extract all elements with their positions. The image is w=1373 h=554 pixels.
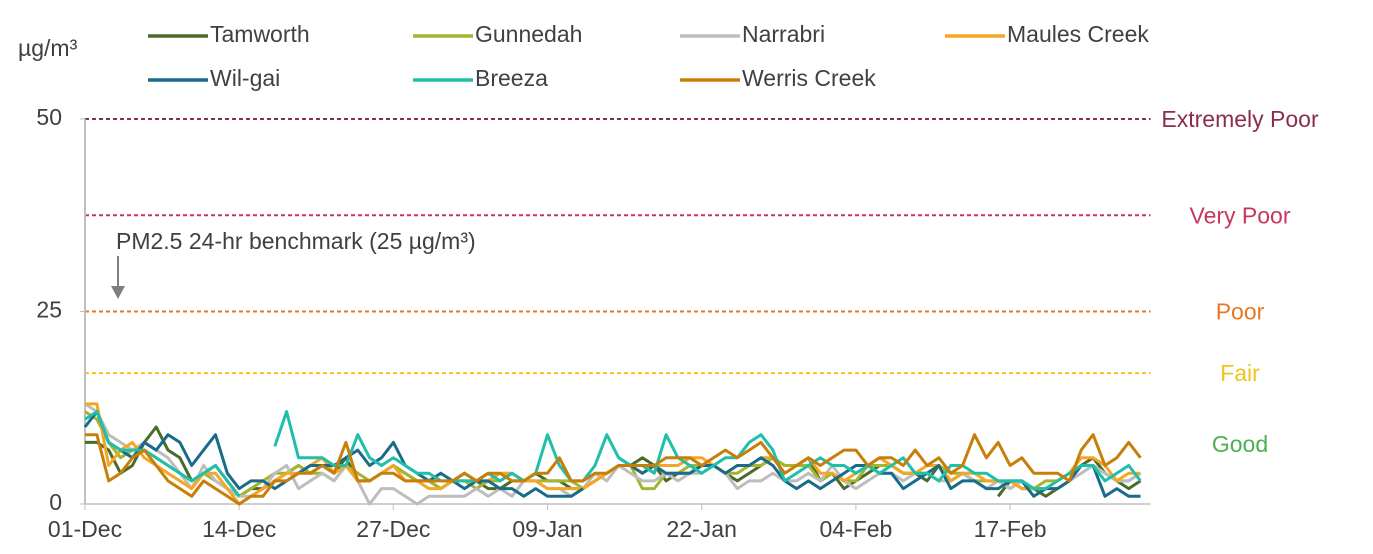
x-tick-label: 09-Jan [512, 516, 582, 542]
legend-label: Tamworth [210, 21, 310, 47]
x-tick-label: 22-Jan [667, 516, 737, 542]
threshold-label: Fair [1220, 360, 1260, 386]
series-line [84, 410, 1142, 498]
series-line [84, 402, 1142, 506]
series-line [84, 410, 1142, 498]
x-tick-label: 14-Dec [202, 516, 276, 542]
threshold-label: Poor [1216, 299, 1265, 325]
series-line [85, 433, 1142, 506]
legend-label: Gunnedah [475, 21, 582, 47]
threshold-label: Very Poor [1190, 202, 1291, 228]
y-axis-label: µg/m³ [18, 35, 78, 61]
threshold-label: Extremely Poor [1161, 106, 1319, 132]
y-tick-label: 50 [36, 104, 62, 130]
legend-label: Breeza [475, 65, 548, 91]
x-tick-label: 01-Dec [48, 516, 122, 542]
legend-label: Maules Creek [1007, 21, 1149, 47]
series-line [85, 402, 1141, 506]
y-tick-label: 25 [36, 297, 62, 323]
x-tick-label: 27-Dec [356, 516, 430, 542]
annotation: PM2.5 24-hr benchmark (25 µg/m³) [116, 228, 476, 254]
threshold-label: Good [1212, 431, 1268, 457]
x-tick-label: 04-Feb [819, 516, 892, 542]
legend-label: Narrabri [742, 21, 825, 47]
annotation-arrowhead [111, 286, 125, 299]
legend-label: Werris Creek [742, 65, 876, 91]
x-tick-label: 17-Feb [974, 516, 1047, 542]
y-tick-label: 0 [49, 489, 62, 515]
legend-label: Wil-gai [210, 65, 280, 91]
series-line [83, 410, 1141, 498]
